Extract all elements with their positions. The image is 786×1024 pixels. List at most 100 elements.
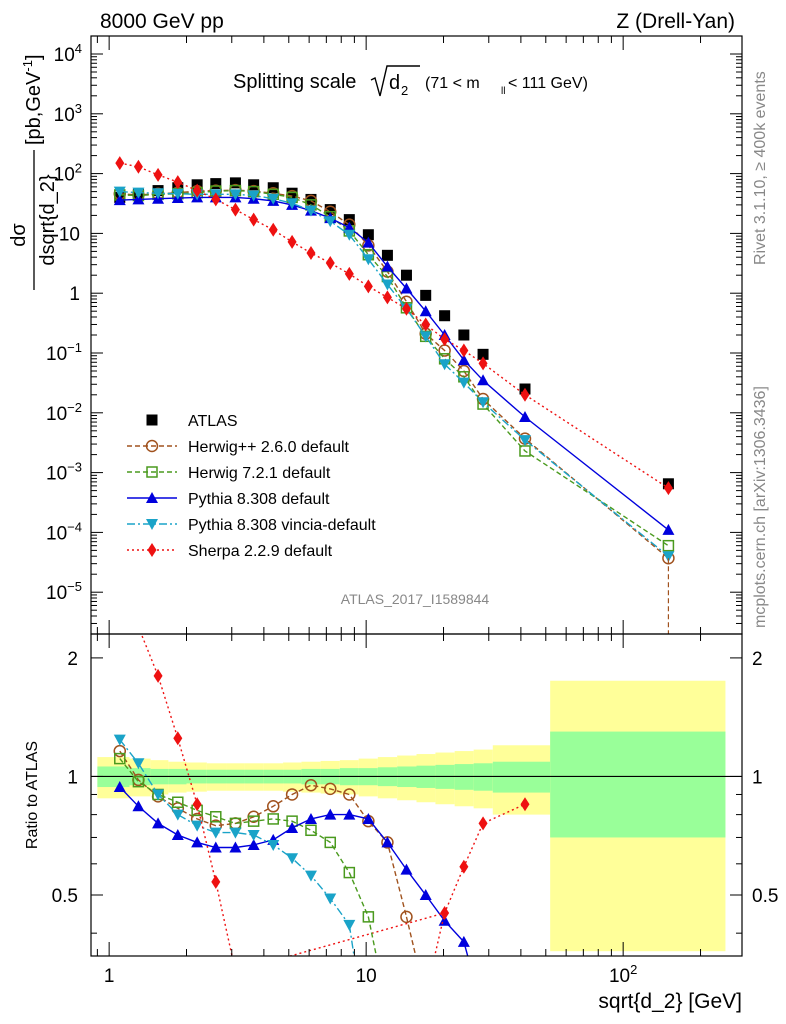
ratio-plot-panel: 2 2 1 1 0.5 0.5 xyxy=(52,633,778,957)
ratio-point xyxy=(304,812,317,824)
y-tick-label-base: 10 xyxy=(54,45,75,66)
legend-marker xyxy=(146,414,158,426)
ratio-point xyxy=(172,796,184,808)
title-symbol-sub: 2 xyxy=(401,83,408,98)
mc-point xyxy=(401,301,411,316)
ratio-point xyxy=(114,752,126,765)
y-tick-label-exp: 2 xyxy=(75,161,82,176)
rivet-version-text: Rivet 3.1.10, ≥ 400k events xyxy=(752,71,769,265)
y-label-numerator: dσ xyxy=(8,223,30,247)
ratio-point xyxy=(152,817,165,829)
data-point xyxy=(477,348,489,360)
data-point xyxy=(458,329,470,341)
data-point xyxy=(362,229,374,241)
ratio-point xyxy=(210,811,222,823)
mc-point xyxy=(304,205,317,217)
mc-point xyxy=(438,359,451,371)
mc-point xyxy=(132,193,145,205)
data-point xyxy=(439,310,451,322)
y-label-unit-end: ] xyxy=(23,54,45,60)
ratio-series-line xyxy=(140,634,526,956)
y-tick-label-base: 10 xyxy=(46,464,67,485)
ratio-point xyxy=(247,830,260,842)
data-point xyxy=(248,179,260,191)
ratio-point xyxy=(132,775,145,788)
ratio-point xyxy=(132,800,145,812)
ratio-tick-label-right: 1 xyxy=(752,767,763,788)
series-line xyxy=(119,162,669,489)
mc-point xyxy=(477,397,490,409)
mc-point xyxy=(478,356,488,371)
y-label-unit-main: [pb,GeV xyxy=(23,71,45,145)
y-tick-label: 10−5 xyxy=(46,579,82,604)
legend-label: Sherpa 2.2.9 default xyxy=(188,543,333,560)
mc-point xyxy=(132,187,145,199)
legend-marker xyxy=(145,439,159,453)
data-point xyxy=(420,289,432,301)
ratio-point xyxy=(113,734,126,746)
mc-point xyxy=(663,481,673,496)
mc-point xyxy=(457,354,470,366)
mcplots-text: mcplots.cern.ch [arXiv:1306.3436] xyxy=(752,386,769,628)
mc-point xyxy=(381,260,394,272)
ratio-point xyxy=(343,866,356,879)
y-label-denominator: dsqrt{d_2} xyxy=(37,174,59,266)
y-tick-label-base: 10 xyxy=(46,404,67,425)
ratio-tick-label-right: 2 xyxy=(752,649,763,670)
y-axis-label-ratio: Ratio to ATLAS xyxy=(24,741,41,849)
ratio-point xyxy=(305,824,317,837)
y-tick-label-exp: −1 xyxy=(67,340,82,355)
mc-point xyxy=(287,234,297,249)
mc-point xyxy=(362,236,375,248)
ratio-offscale-line xyxy=(433,912,446,956)
header-right: Z (Drell-Yan) xyxy=(616,10,735,33)
x-tick-label-exp: 2 xyxy=(630,962,637,977)
mc-point xyxy=(382,290,392,305)
ratio-point xyxy=(229,841,242,853)
y-label-unit: [pb,GeV-1] xyxy=(20,54,45,145)
mc-point xyxy=(286,198,299,210)
y-tick-label: 10−4 xyxy=(46,519,82,544)
mc-point xyxy=(113,186,126,198)
ratio-point xyxy=(229,827,242,839)
ratio-point xyxy=(171,809,184,821)
legend-label: Herwig 7.2.1 default xyxy=(188,465,331,482)
mc-point xyxy=(324,216,337,228)
mc-point xyxy=(153,167,163,182)
mc-point xyxy=(247,190,260,202)
ratio-point xyxy=(191,820,204,832)
x-tick-label-base: 10 xyxy=(609,966,630,987)
ratio-series-line xyxy=(119,758,370,918)
mc-point xyxy=(268,222,278,237)
mc-point xyxy=(363,279,373,294)
y-tick-label: 10 xyxy=(59,224,80,245)
y-tick-label: 10−3 xyxy=(46,460,82,485)
mc-point xyxy=(173,175,183,190)
ratio-point xyxy=(324,782,337,796)
legend-label: Herwig++ 2.6.0 default xyxy=(188,439,350,456)
mc-point xyxy=(419,305,432,317)
mc-point xyxy=(115,156,125,171)
ratio-offscale-line xyxy=(405,916,417,956)
y-tick-label-exp: 3 xyxy=(75,101,82,116)
y-label-unit-sup: -1 xyxy=(20,60,35,72)
x-axis-label: sqrt{d_2} [GeV] xyxy=(598,990,742,1013)
ratio-point xyxy=(267,813,279,825)
mc-point xyxy=(440,332,450,347)
ratio-point xyxy=(459,859,469,874)
ratio-point xyxy=(247,815,260,827)
ratio-point xyxy=(324,836,337,849)
mc-point xyxy=(230,202,240,217)
title-range-sub: ll xyxy=(501,86,505,97)
ratio-offscale-line xyxy=(367,916,378,956)
ratio-point xyxy=(209,827,222,839)
ratio-point xyxy=(381,836,394,848)
ratio-point xyxy=(457,935,470,947)
y-tick-label-exp: 4 xyxy=(75,41,82,56)
ratio-point xyxy=(400,910,413,924)
y-tick-label-base: 10 xyxy=(46,523,67,544)
y-tick-label: 104 xyxy=(54,41,82,66)
ratio-point xyxy=(304,778,318,792)
